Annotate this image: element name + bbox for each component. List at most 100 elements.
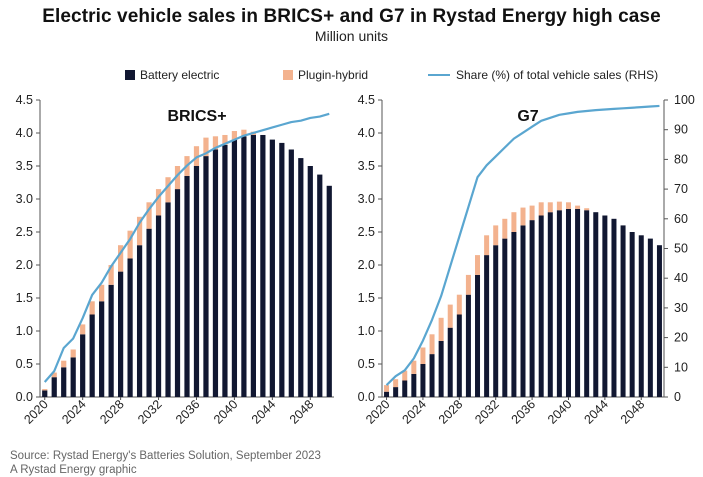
brics-bar-battery-electric: [184, 175, 190, 397]
g7-bar-battery-electric: [493, 245, 499, 397]
brics-bar-plugin-hybrid: [193, 146, 200, 166]
g7-bar-plugin-hybrid: [465, 274, 471, 295]
g7-bar-battery-electric: [602, 215, 608, 397]
brics-bar-battery-electric: [61, 367, 67, 397]
brics-bar-battery-electric: [51, 377, 57, 397]
brics-bar-battery-electric: [241, 136, 247, 398]
brics-bar-plugin-hybrid: [165, 177, 171, 203]
source-note: Source: Rystad Energy's Batteries Soluti…: [10, 449, 321, 477]
g7-bar-battery-electric: [420, 364, 426, 397]
g7-bar-battery-electric: [584, 210, 590, 397]
g7-y-tick-label: 0.5: [358, 357, 375, 371]
brics-bar-battery-electric: [269, 139, 275, 397]
brics-bar-battery-electric: [155, 215, 162, 397]
brics-bar-battery-electric: [136, 245, 143, 397]
brics-bar-plugin-hybrid: [108, 265, 114, 285]
g7-bar-battery-electric: [520, 225, 526, 397]
brics-bar-plugin-hybrid: [42, 389, 48, 391]
brics-bar-battery-electric: [165, 202, 171, 397]
brics-bar-plugin-hybrid: [174, 166, 181, 190]
g7-bar-plugin-hybrid: [447, 304, 453, 328]
brics-y-tick-label: 3.5: [16, 159, 33, 173]
g7-bar-plugin-hybrid: [411, 360, 417, 374]
brics-bar-plugin-hybrid: [127, 230, 133, 259]
brics-y-tick-label: 4.0: [16, 126, 33, 140]
g7-y2-tick-label: 30: [674, 301, 688, 315]
brics-bar-battery-electric: [118, 271, 124, 397]
g7-bar-battery-electric: [393, 387, 399, 397]
g7-y-tick-label: 4.5: [358, 93, 375, 107]
g7-y2-tick-label: 100: [674, 93, 695, 107]
chart-title: Electric vehicle sales in BRICS+ and G7 …: [42, 6, 661, 27]
g7-bar-battery-electric: [447, 327, 453, 397]
brics-bar-plugin-hybrid: [70, 349, 76, 358]
g7-bar-battery-electric: [611, 218, 617, 397]
g7-y2-tick-label: 20: [674, 331, 688, 345]
g7-y2-tick-label: 90: [674, 123, 688, 137]
g7-y-tick-label: 3.0: [358, 192, 375, 206]
brics-bar-battery-electric: [108, 284, 114, 397]
brics-bar-plugin-hybrid: [155, 189, 162, 216]
brics-bar-battery-electric: [146, 228, 152, 397]
brics-bar-plugin-hybrid: [118, 245, 124, 272]
brics-x-tick-label: 2044: [249, 397, 279, 427]
brics-bar-battery-electric: [203, 156, 209, 397]
g7-bar-plugin-hybrid: [402, 370, 408, 381]
g7-bar-battery-electric: [529, 220, 535, 397]
brics-bar-battery-electric: [193, 166, 200, 397]
g7-bar-battery-electric: [384, 391, 390, 397]
brics-y-tick-label: 0.0: [16, 390, 33, 404]
brics-bar-plugin-hybrid: [136, 216, 143, 246]
brics-bar-plugin-hybrid: [99, 284, 105, 302]
g7-bar-plugin-hybrid: [575, 205, 581, 209]
g7-x-tick-label: 2024: [399, 397, 429, 427]
brics-bar-plugin-hybrid: [146, 202, 152, 229]
brics-x-tick-label: 2032: [135, 397, 165, 427]
brics-y-tick-label: 1.0: [16, 324, 33, 338]
g7-bar-battery-electric: [438, 340, 444, 397]
brics-bar-battery-electric: [307, 166, 313, 397]
g7-y2-tick-label: 50: [674, 242, 688, 256]
g7-bar-plugin-hybrid: [429, 334, 435, 355]
g7-panel-title: G7: [517, 108, 538, 125]
brics-bar-plugin-hybrid: [241, 129, 247, 137]
legend-label-plugin-hybrid: Plugin-hybrid: [298, 68, 369, 82]
brics-x-tick-label: 2036: [173, 397, 203, 427]
g7-bar-battery-electric: [402, 380, 408, 397]
brics-x-tick-label: 2024: [59, 397, 89, 427]
brics-y-tick-label: 4.5: [16, 93, 33, 107]
g7-bar-plugin-hybrid: [584, 208, 590, 211]
g7-y-tick-label: 4.0: [358, 126, 375, 140]
g7-y2-tick-label: 10: [674, 360, 688, 374]
g7-y-tick-label: 0.0: [358, 390, 375, 404]
brics-bar-battery-electric: [260, 134, 266, 398]
g7-bar-plugin-hybrid: [556, 201, 562, 211]
g7-bar-plugin-hybrid: [502, 218, 508, 239]
g7-bar-plugin-hybrid: [520, 207, 526, 226]
brics-bar-battery-electric: [80, 334, 86, 397]
g7-bar-plugin-hybrid: [475, 255, 481, 275]
g7-x-tick-label: 2040: [545, 397, 575, 427]
g7-bar-battery-electric: [456, 314, 462, 397]
legend-swatch-plugin-hybrid: [283, 70, 293, 80]
g7-bar-battery-electric: [465, 294, 471, 397]
g7-y2-tick-label: 40: [674, 271, 688, 285]
brics-bar-battery-electric: [212, 149, 219, 397]
brics-bar-battery-electric: [288, 149, 294, 397]
g7-bar-battery-electric: [647, 238, 653, 397]
brics-bar-plugin-hybrid: [222, 134, 228, 145]
g7-bar-plugin-hybrid: [511, 212, 517, 232]
g7-y-tick-label: 1.0: [358, 324, 375, 338]
g7-y2-tick-label: 80: [674, 152, 688, 166]
g7-bar-battery-electric: [484, 255, 490, 397]
g7-bar-battery-electric: [538, 215, 544, 397]
g7-bar-battery-electric: [547, 212, 553, 397]
brics-bar-plugin-hybrid: [89, 301, 95, 315]
brics-x-tick-label: 2048: [287, 397, 317, 427]
g7-x-tick-label: 2032: [472, 397, 502, 427]
brics-bar-battery-electric: [99, 301, 105, 397]
g7-bar-plugin-hybrid: [438, 317, 444, 341]
legend-item-plugin-hybrid: Plugin-hybrid: [283, 68, 368, 82]
brics-x-tick-label: 2028: [97, 397, 127, 427]
